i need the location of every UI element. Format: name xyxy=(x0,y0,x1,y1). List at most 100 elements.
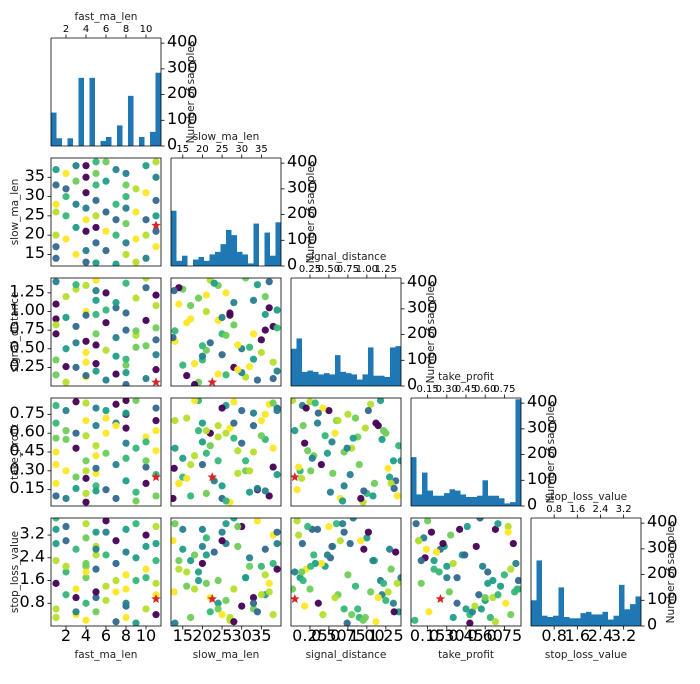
sample-point xyxy=(72,322,80,331)
count-tick-label: 100 xyxy=(407,349,438,368)
sample-point xyxy=(230,398,238,406)
x-tick-label: 2.4 xyxy=(588,626,613,645)
sample-point xyxy=(112,537,120,545)
scatter-frame xyxy=(290,397,402,507)
sample-point xyxy=(230,434,238,442)
histogram-bar xyxy=(209,254,215,266)
histogram-bar xyxy=(488,495,494,506)
sample-point xyxy=(397,457,401,465)
sample-point xyxy=(112,260,120,266)
histogram-bar xyxy=(139,137,145,146)
sample-point xyxy=(142,216,150,224)
sample-point xyxy=(92,565,100,573)
sample-point xyxy=(294,463,303,471)
sample-point xyxy=(249,409,258,417)
sample-point xyxy=(291,398,297,405)
sample-point xyxy=(372,419,380,427)
sample-point xyxy=(92,404,100,412)
top-tick-label: 0.75 xyxy=(337,264,359,275)
sample-point xyxy=(187,613,195,622)
histogram-bar xyxy=(106,137,112,146)
y-tick-label: 1.25 xyxy=(9,281,45,300)
sample-point xyxy=(142,342,150,350)
x-tick-label: 1.00 xyxy=(349,626,385,645)
y-tick-label: 0.30 xyxy=(9,459,45,478)
sample-point xyxy=(257,348,265,357)
sample-point xyxy=(62,406,70,415)
sample-point xyxy=(112,494,120,503)
sample-point xyxy=(269,358,277,366)
sample-point xyxy=(202,291,210,299)
sample-point xyxy=(112,400,120,408)
sample-point xyxy=(152,324,160,332)
sample-point xyxy=(122,439,130,447)
sample-point xyxy=(222,289,230,297)
sample-point xyxy=(112,304,120,312)
sample-point xyxy=(112,618,120,626)
histogram-bar xyxy=(569,618,575,626)
sample-point xyxy=(62,345,70,353)
hist-ylabel: Number of samples xyxy=(305,161,317,264)
sample-point xyxy=(343,619,351,626)
sample-point xyxy=(387,565,395,573)
sample-point xyxy=(261,293,269,301)
x-axis-label: slow_ma_len xyxy=(193,649,260,661)
y-axis-label: stop_loss_value xyxy=(9,531,21,613)
sample-point xyxy=(307,467,315,475)
sample-point xyxy=(265,579,273,587)
sample-point xyxy=(194,427,203,435)
sample-point xyxy=(82,474,90,482)
sample-point xyxy=(142,574,150,582)
sample-point xyxy=(343,444,351,452)
sample-point xyxy=(142,605,150,613)
sample-point xyxy=(261,310,269,319)
best-point-star xyxy=(291,594,300,604)
sample-point xyxy=(273,324,281,332)
sample-point xyxy=(171,327,179,335)
count-tick-label: 300 xyxy=(647,537,678,556)
sample-point xyxy=(171,520,179,528)
histogram-bar xyxy=(482,480,488,506)
top-tick-label: 6 xyxy=(103,24,109,35)
sample-point xyxy=(206,442,214,450)
sample-point xyxy=(257,562,265,570)
y-axis-label: slow_ma_len xyxy=(9,179,21,246)
sample-point xyxy=(92,239,100,247)
sample-point xyxy=(218,611,226,619)
sample-point xyxy=(449,559,457,568)
sample-point xyxy=(82,534,90,542)
best-point-star xyxy=(151,220,161,230)
sample-point xyxy=(273,306,281,314)
sample-point xyxy=(340,528,348,536)
sample-point xyxy=(389,457,398,465)
sample-point xyxy=(171,464,178,472)
top-tick-label: 20 xyxy=(196,144,209,155)
sample-point xyxy=(52,330,60,338)
sample-point xyxy=(171,494,177,503)
scatter-frame xyxy=(170,517,282,627)
sample-point xyxy=(273,406,281,415)
histogram-bar xyxy=(477,495,483,506)
sample-point xyxy=(171,619,179,626)
sample-point xyxy=(313,525,322,533)
sample-point xyxy=(187,301,195,310)
sample-point xyxy=(384,588,392,596)
histogram-bar xyxy=(78,77,84,146)
sample-point xyxy=(346,471,354,479)
sample-point xyxy=(230,419,238,427)
sample-point xyxy=(175,565,183,573)
sample-point xyxy=(92,452,100,460)
sample-point xyxy=(62,494,70,503)
y-tick-label: 0.15 xyxy=(9,478,45,497)
sample-point xyxy=(72,177,80,185)
sample-point xyxy=(328,542,336,551)
best-point-star xyxy=(151,594,161,604)
sample-point xyxy=(152,447,160,455)
sample-point xyxy=(226,424,234,432)
sample-point xyxy=(222,331,230,339)
top-tick-label: 0.15 xyxy=(416,384,438,395)
sample-point xyxy=(122,571,130,579)
sample-point xyxy=(412,520,420,528)
sample-point xyxy=(152,522,160,531)
sample-point xyxy=(152,427,160,435)
